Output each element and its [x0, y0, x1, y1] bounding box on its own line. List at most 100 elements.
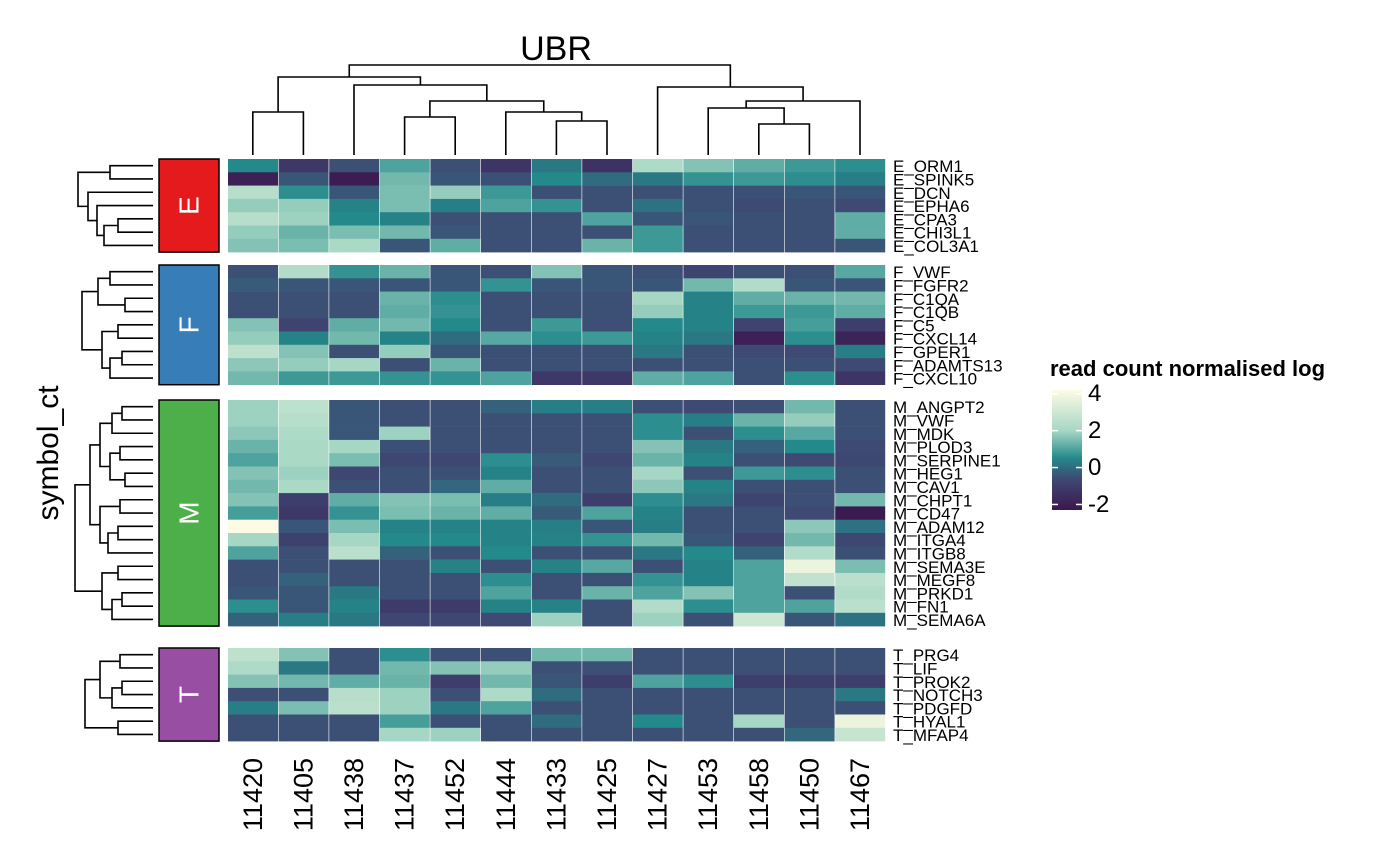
row-label: M_ITGA4	[893, 531, 966, 550]
heatmap-cell	[481, 265, 531, 279]
heatmap-cell	[784, 358, 835, 372]
heatmap-cell	[228, 648, 278, 662]
heatmap-cell	[734, 506, 784, 520]
heatmap-cell	[379, 172, 430, 186]
dendrogram-branch	[117, 324, 153, 339]
dendrogram-branch	[111, 412, 153, 435]
heatmap-cell	[278, 265, 329, 279]
heatmap-cell	[582, 238, 633, 253]
heatmap-cell	[481, 331, 531, 346]
row-label: F_CXCL10	[893, 370, 977, 389]
dendrogram-branch	[277, 76, 422, 112]
heatmap-cell	[379, 238, 430, 253]
heatmap-cell	[228, 466, 278, 481]
heatmap-cell	[632, 519, 683, 534]
heatmap-cell	[582, 572, 633, 587]
dendrogram-branch	[109, 270, 153, 286]
heatmap-cell	[683, 225, 734, 240]
heatmap-cell	[278, 506, 329, 520]
heatmap-cell	[531, 466, 582, 481]
heatmap-cell	[784, 612, 835, 627]
heatmap-cell	[481, 400, 531, 414]
heatmap-cell	[481, 687, 531, 702]
heatmap-cell	[784, 291, 835, 306]
heatmap-cell	[430, 439, 481, 454]
heatmap-cell	[683, 533, 734, 547]
heatmap-cell	[582, 599, 633, 614]
heatmap-cell	[582, 546, 633, 560]
column-label: 11450	[794, 758, 824, 831]
heatmap-cell	[683, 648, 734, 662]
heatmap-cell	[329, 304, 380, 319]
heatmap-cell	[430, 701, 481, 715]
heatmap-cell	[582, 506, 633, 520]
heatmap-cell	[683, 439, 734, 454]
heatmap-cell	[784, 572, 835, 587]
heatmap-cell	[734, 318, 784, 332]
heatmap-cell	[228, 453, 278, 467]
row-label: M_CHPT1	[893, 491, 972, 510]
heatmap-cell	[228, 439, 278, 454]
dendrogram-branch	[77, 171, 110, 208]
heatmap-cell	[683, 453, 734, 467]
heatmap-cell	[228, 701, 278, 715]
column-label: 11438	[339, 758, 369, 831]
heatmap-cell	[835, 304, 886, 319]
heatmap-cell	[430, 599, 481, 614]
heatmap-cell	[582, 439, 633, 454]
heatmap-cell	[582, 159, 633, 173]
heatmap-cell	[582, 371, 633, 385]
heatmap-cell	[329, 612, 380, 627]
heatmap-cell	[481, 714, 531, 729]
heatmap-cell	[683, 265, 734, 279]
heatmap-cell	[430, 674, 481, 689]
column-label: 11444	[491, 758, 521, 831]
heatmap-cell	[430, 344, 481, 359]
heatmap-cell	[329, 466, 380, 481]
heatmap-cell	[835, 727, 886, 742]
heatmap-cell	[430, 479, 481, 494]
dendrogram-branch	[97, 277, 125, 306]
heatmap-cell	[430, 453, 481, 467]
heatmap-cell	[734, 453, 784, 467]
heatmap-cell	[379, 572, 430, 587]
heatmap-cell	[481, 519, 531, 534]
heatmap-cell	[784, 159, 835, 173]
heatmap-cell	[582, 586, 633, 600]
heatmap-cell	[582, 493, 633, 507]
heatmap-cell	[379, 225, 430, 240]
heatmap-cell	[430, 225, 481, 240]
heatmap-cell	[481, 172, 531, 186]
heatmap-cell	[582, 172, 633, 186]
column-label: 11425	[592, 758, 622, 831]
heatmap-cell	[784, 225, 835, 240]
group-bar-E	[158, 158, 220, 253]
heatmap-cell	[329, 586, 380, 600]
row-label: E_COL3A1	[893, 237, 979, 256]
heatmap-cell	[835, 344, 886, 359]
heatmap-cell	[835, 586, 886, 600]
heatmap-cell	[531, 559, 582, 574]
dendrogram-branch	[555, 120, 608, 155]
dendrogram-branch	[121, 405, 153, 421]
heatmap-cell	[228, 304, 278, 319]
heatmap-cell	[329, 519, 380, 534]
heatmap-cell	[278, 238, 329, 253]
heatmap-cell	[632, 586, 683, 600]
heatmap-cell	[430, 687, 481, 702]
heatmap-cell	[329, 479, 380, 494]
heatmap-cell	[531, 318, 582, 332]
heatmap-cell	[632, 506, 683, 520]
heatmap-cell	[430, 331, 481, 346]
heatmap-cell	[531, 172, 582, 186]
heatmap-cell	[481, 304, 531, 319]
heatmap-cell	[531, 278, 582, 292]
heatmap-cell	[734, 304, 784, 319]
heatmap-cell	[835, 506, 886, 520]
heatmap-cell	[632, 599, 683, 614]
heatmap-cell	[379, 586, 430, 600]
heatmap-cell	[531, 198, 582, 213]
heatmap-cell	[734, 661, 784, 675]
column-label: 11458	[744, 758, 774, 831]
heatmap-cell	[531, 506, 582, 520]
